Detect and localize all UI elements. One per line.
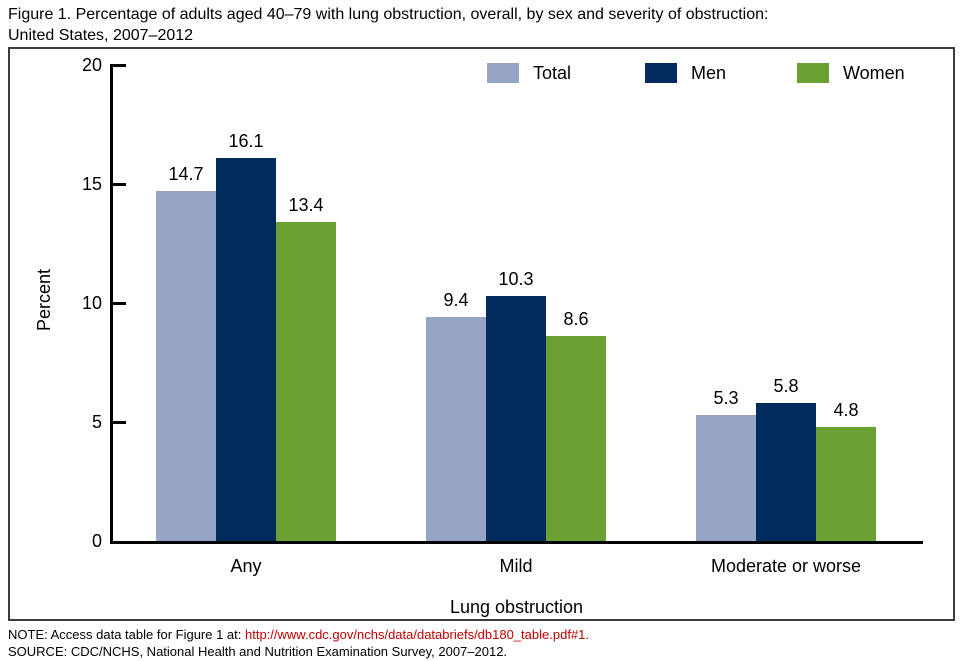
- bar-women-any: [276, 222, 336, 541]
- y-axis-tick-label: 15: [81, 174, 102, 194]
- bar-value-label: 13.4: [288, 195, 324, 215]
- y-axis-tick: [110, 64, 126, 67]
- bar-men-moderate-or-worse: [756, 403, 816, 541]
- y-axis-tick: [110, 183, 126, 186]
- y-axis-tick-label: 0: [91, 531, 102, 551]
- legend-swatch-women: [797, 63, 829, 83]
- legend: Total Men Women: [10, 49, 953, 619]
- bar-total-mild: [426, 317, 486, 541]
- legend-swatch-total: [487, 63, 519, 83]
- figure-title-line2: United States, 2007–2012: [8, 27, 194, 44]
- note-line: NOTE: Access data table for Figure 1 at:…: [8, 626, 952, 643]
- bar-value-label: 14.7: [168, 164, 204, 184]
- x-axis-title: Lung obstruction: [449, 597, 584, 617]
- data-table-link[interactable]: http://www.cdc.gov/nchs/data/databriefs/…: [245, 627, 590, 642]
- bar-men-mild: [486, 296, 546, 541]
- note-prefix: NOTE: Access data table for Figure 1 at:: [8, 627, 245, 642]
- legend-label-men: Men: [691, 63, 727, 83]
- y-axis-tick: [110, 302, 126, 305]
- plot-area: 0 5 10 15 20 14.7 16.1 13.4 Any 9.4 10.3 8.6 Mild 5.3…: [10, 49, 953, 619]
- x-category-label-mild: Mild: [499, 556, 533, 576]
- footnotes: NOTE: Access data table for Figure 1 at:…: [8, 626, 952, 660]
- bar-value-label: 10.3: [498, 269, 534, 289]
- bar-total-moderate-or-worse: [696, 415, 756, 541]
- bar-value-label: 16.1: [228, 131, 264, 151]
- x-axis-line: [110, 541, 923, 544]
- x-category-label-moderate-or-worse: Moderate or worse: [710, 556, 862, 576]
- y-axis-tick-label: 20: [81, 55, 102, 75]
- figure-title-line1: Figure 1. Percentage of adults aged 40–7…: [8, 6, 769, 23]
- chart-frame: Percent 0 5 10 15 20 14.7 16.1 13.4 Any 9.4 10.3 8.…: [8, 47, 955, 621]
- legend-label-women: Women: [843, 63, 905, 83]
- y-axis-tick: [110, 421, 126, 424]
- figure-title: Figure 1. Percentage of adults aged 40–7…: [8, 4, 952, 46]
- bar-men-any: [216, 158, 276, 541]
- bar-total-any: [156, 191, 216, 541]
- bar-value-label: 5.8: [773, 376, 799, 396]
- bar-value-label: 4.8: [833, 400, 859, 420]
- legend-label-total: Total: [533, 63, 572, 83]
- bar-value-label: 9.4: [443, 290, 469, 310]
- x-category-label-any: Any: [230, 556, 262, 576]
- y-axis-tick-label: 5: [91, 412, 102, 432]
- bar-value-label: 5.3: [713, 388, 739, 408]
- legend-swatch-men: [645, 63, 677, 83]
- bar-value-label: 8.6: [563, 309, 589, 329]
- y-axis-tick-label: 10: [81, 293, 102, 313]
- bar-women-mild: [546, 336, 606, 541]
- source-line: SOURCE: CDC/NCHS, National Health and Nu…: [8, 644, 508, 659]
- bar-women-moderate-or-worse: [816, 427, 876, 541]
